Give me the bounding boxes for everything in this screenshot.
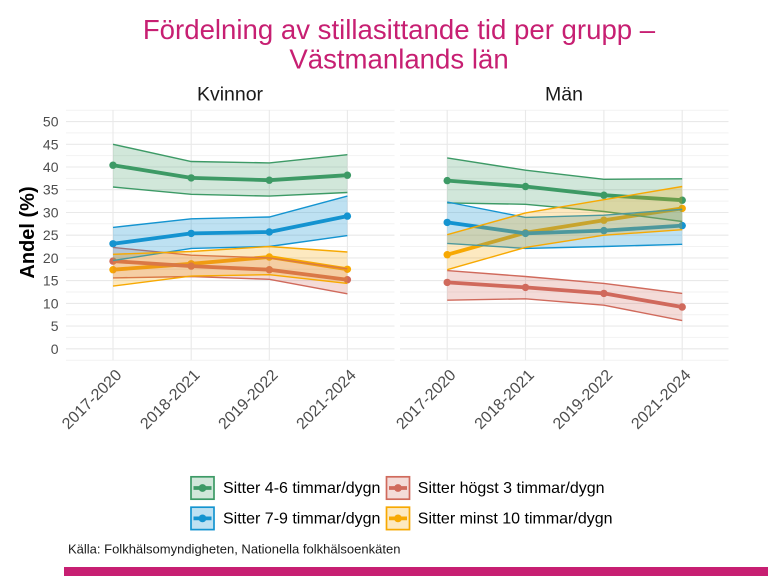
svg-text:0: 0 — [51, 341, 59, 357]
svg-text:Sitter högst 3 timmar/dygn: Sitter högst 3 timmar/dygn — [418, 480, 605, 497]
svg-text:Kvinnor: Kvinnor — [197, 83, 264, 105]
svg-text:Källa: Folkhälsomyndigheten, N: Källa: Folkhälsomyndigheten, Nationella … — [68, 542, 400, 557]
svg-text:30: 30 — [43, 205, 59, 221]
svg-text:45: 45 — [43, 136, 59, 152]
svg-text:10: 10 — [43, 295, 59, 311]
svg-text:35: 35 — [43, 182, 59, 198]
svg-text:25: 25 — [43, 227, 59, 243]
svg-text:Sitter 4-6 timmar/dygn: Sitter 4-6 timmar/dygn — [223, 480, 380, 497]
svg-text:15: 15 — [43, 273, 59, 289]
svg-text:5: 5 — [51, 318, 59, 334]
svg-text:Män: Män — [545, 83, 583, 105]
svg-text:50: 50 — [43, 114, 59, 130]
svg-text:Andel (%): Andel (%) — [17, 186, 39, 278]
svg-text:20: 20 — [43, 250, 59, 266]
svg-text:Sitter 7-9 timmar/dygn: Sitter 7-9 timmar/dygn — [223, 511, 380, 528]
svg-text:Västmanlands län: Västmanlands län — [289, 44, 508, 75]
svg-text:40: 40 — [43, 159, 59, 175]
svg-text:Fördelning av stillasittande t: Fördelning av stillasittande tid per gru… — [143, 14, 656, 45]
svg-text:Sitter minst 10 timmar/dygn: Sitter minst 10 timmar/dygn — [418, 511, 613, 528]
